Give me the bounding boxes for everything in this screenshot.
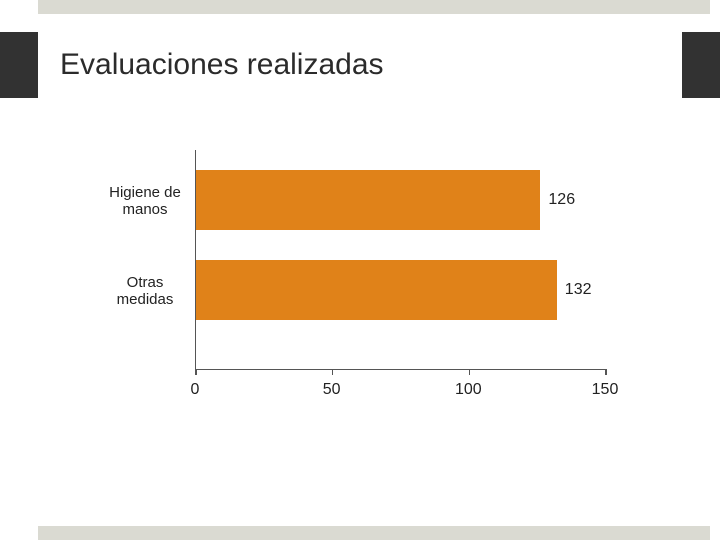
bar-value-1: 132 [565,281,592,299]
title-container: Evaluaciones realizadas [38,32,682,98]
bottom-divider [38,526,710,540]
x-label-2: 100 [455,381,482,399]
y-label-0: Higiene de manos [100,184,190,219]
bar-0 [196,170,540,230]
plot-area: 126 132 [195,150,605,370]
y-label-1: Otras medidas [100,274,190,309]
x-label-0: 0 [191,381,200,399]
x-label-1: 50 [323,381,341,399]
top-divider [38,0,710,14]
slide: Evaluaciones realizadas Higiene de manos… [0,0,720,540]
x-label-3: 150 [592,381,619,399]
slide-title: Evaluaciones realizadas [60,48,384,82]
bar-value-0: 126 [548,191,575,209]
x-axis-labels: 0 50 100 150 [195,375,605,405]
x-tick-3 [605,369,607,375]
y-axis-labels: Higiene de manos Otras medidas [100,150,190,370]
bar-1 [196,260,557,320]
evaluaciones-chart: Higiene de manos Otras medidas 126 132 0… [100,150,660,430]
